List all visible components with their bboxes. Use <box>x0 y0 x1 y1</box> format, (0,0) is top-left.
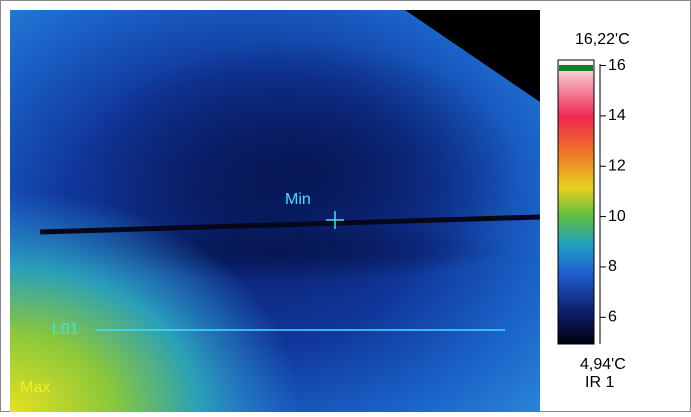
scale-tick-label: 12 <box>608 157 626 174</box>
scale-tick-label: 6 <box>608 309 617 326</box>
max-label: Max <box>20 379 50 396</box>
scale-tick-label: 14 <box>608 107 626 124</box>
scale-bar <box>557 59 595 345</box>
scale-tick-label: 16 <box>608 57 626 74</box>
source-label: IR 1 <box>585 374 614 391</box>
min-label: Min <box>285 191 311 208</box>
scale-min-label: 4,94'C <box>580 356 626 373</box>
scale-tick-label: 8 <box>608 258 617 275</box>
thermal-image: Min L01 Max <box>10 10 541 412</box>
scale-tick-label: 10 <box>608 208 626 225</box>
scale-max-label: 16,22'C <box>575 31 630 48</box>
line-label: L01 <box>52 321 79 338</box>
scale-top-band <box>559 65 593 71</box>
